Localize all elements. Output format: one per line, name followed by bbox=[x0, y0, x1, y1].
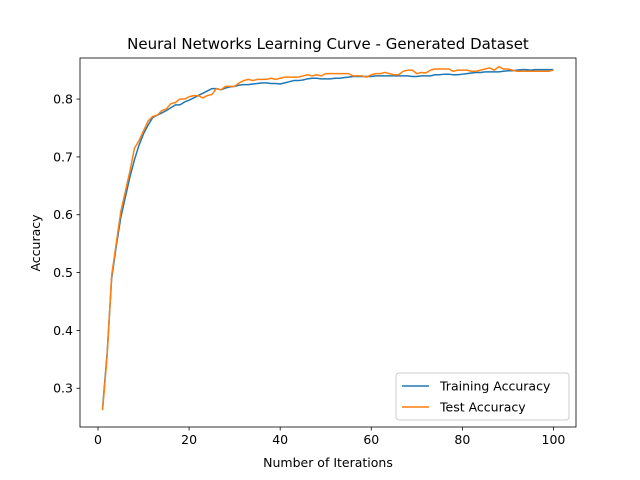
y-tick-label: 0.3 bbox=[53, 381, 73, 396]
x-tick-label: 100 bbox=[542, 432, 566, 447]
y-tick-label: 0.5 bbox=[53, 265, 73, 280]
y-tick-label: 0.4 bbox=[53, 323, 73, 338]
legend-box bbox=[395, 372, 570, 421]
x-axis-label: Number of Iterations bbox=[263, 455, 393, 470]
legend-label-test-accuracy: Test Accuracy bbox=[439, 400, 526, 415]
legend-label-training-accuracy: Training Accuracy bbox=[439, 379, 551, 394]
plot-area bbox=[79, 57, 577, 428]
series-line-test-accuracy bbox=[101, 65, 554, 411]
y-axis-label: Accuracy bbox=[28, 214, 43, 272]
y-tick-label: 0.7 bbox=[53, 149, 73, 164]
x-tick-label: 20 bbox=[181, 432, 197, 447]
y-tick-label: 0.8 bbox=[53, 92, 73, 107]
y-axis-ticks: 0.3 0.4 0.5 0.6 0.7 0.8 bbox=[53, 92, 80, 396]
y-tick-label: 0.6 bbox=[53, 207, 73, 222]
legend: Training Accuracy Test Accuracy bbox=[395, 372, 570, 421]
x-tick-label: 80 bbox=[454, 432, 470, 447]
x-tick-label: 0 bbox=[94, 432, 102, 447]
chart-title: Neural Networks Learning Curve - Generat… bbox=[127, 35, 529, 53]
series-line-training-accuracy bbox=[101, 68, 554, 409]
x-tick-label: 40 bbox=[272, 432, 288, 447]
axes-frame bbox=[79, 57, 577, 428]
x-axis-ticks: 0 20 40 60 80 100 bbox=[94, 427, 565, 447]
x-tick-label: 60 bbox=[363, 432, 379, 447]
